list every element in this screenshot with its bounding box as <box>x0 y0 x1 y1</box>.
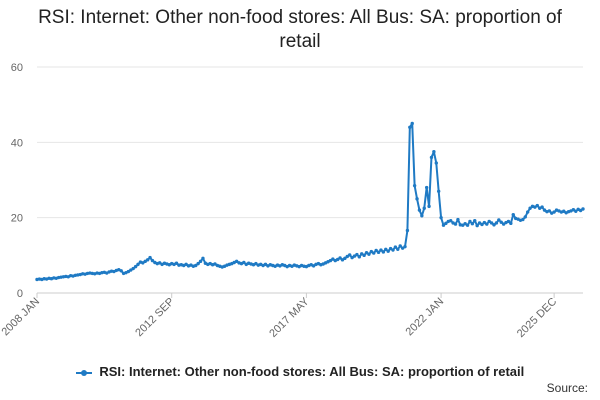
data-point[interactable] <box>535 203 539 208</box>
data-point[interactable] <box>436 189 441 193</box>
data-point[interactable] <box>408 125 412 129</box>
data-point[interactable] <box>343 256 347 261</box>
data-point[interactable] <box>196 261 200 266</box>
data-point[interactable] <box>449 218 453 223</box>
y-axis: 0 20 40 60 <box>11 62 23 300</box>
data-point[interactable] <box>424 185 429 190</box>
data-point[interactable] <box>453 222 458 226</box>
data-point[interactable] <box>489 221 494 225</box>
data-point[interactable] <box>396 247 400 252</box>
data-point[interactable] <box>417 208 422 212</box>
data-point[interactable] <box>131 266 135 271</box>
data-point[interactable] <box>393 245 398 249</box>
data-point[interactable] <box>494 221 499 225</box>
x-tick-label: 2012 SEP <box>133 296 177 340</box>
data-point[interactable] <box>145 258 150 262</box>
data-point[interactable] <box>391 248 395 252</box>
data-point[interactable] <box>410 121 414 126</box>
legend-swatch-icon <box>75 367 92 379</box>
data-point[interactable] <box>133 264 138 269</box>
data-point[interactable] <box>148 255 152 260</box>
data-point[interactable] <box>525 210 530 214</box>
data-point[interactable] <box>362 253 366 258</box>
x-axis: 2008 JAN 2012 SEP 2017 MAY 2022 JAN 2025 DEC <box>0 292 583 340</box>
y-tick-label: 20 <box>11 213 23 225</box>
data-point[interactable] <box>398 244 402 248</box>
data-point[interactable] <box>386 249 390 253</box>
data-point[interactable] <box>506 219 511 224</box>
data-point[interactable] <box>405 228 410 233</box>
data-point[interactable] <box>422 206 426 210</box>
data-point[interactable] <box>528 206 532 210</box>
data-point[interactable] <box>136 262 140 267</box>
data-point[interactable] <box>475 223 479 228</box>
data-point[interactable] <box>473 218 477 223</box>
data-point[interactable] <box>574 209 578 213</box>
data-point[interactable] <box>201 256 205 261</box>
data-point[interactable] <box>347 253 352 257</box>
data-point[interactable] <box>338 256 342 260</box>
data-point[interactable] <box>509 221 513 226</box>
data-point[interactable] <box>379 248 383 252</box>
data-point[interactable] <box>492 223 496 227</box>
data-point[interactable] <box>485 222 489 226</box>
data-point[interactable] <box>367 252 371 256</box>
data-point[interactable] <box>372 251 376 255</box>
data-point[interactable] <box>150 258 155 263</box>
series-group <box>35 121 585 282</box>
data-point[interactable] <box>547 209 552 213</box>
legend[interactable]: RSI: Internet: Other non-food stores: Al… <box>0 364 600 379</box>
data-point[interactable] <box>432 150 436 154</box>
data-point[interactable] <box>198 259 203 264</box>
data-point[interactable] <box>384 247 388 252</box>
series-line <box>36 122 584 281</box>
data-point[interactable] <box>441 223 446 227</box>
data-point[interactable] <box>174 261 179 265</box>
data-point[interactable] <box>119 269 123 273</box>
data-point[interactable] <box>357 255 362 259</box>
x-tick-label: 2017 MAY <box>267 295 312 340</box>
data-point[interactable] <box>427 204 431 209</box>
data-point[interactable] <box>420 214 424 218</box>
y-tick-label: 40 <box>11 137 23 149</box>
data-point[interactable] <box>456 217 460 222</box>
data-point[interactable] <box>511 212 515 217</box>
data-point[interactable] <box>468 219 472 224</box>
data-point[interactable] <box>439 215 443 220</box>
data-point[interactable] <box>552 210 556 214</box>
data-point[interactable] <box>381 250 386 254</box>
data-point[interactable] <box>376 250 381 255</box>
source-label: Source: <box>546 381 588 395</box>
x-tick-label: 2008 JAN <box>0 296 42 339</box>
data-point[interactable] <box>412 183 417 188</box>
data-point[interactable] <box>521 217 525 222</box>
data-point[interactable] <box>465 223 470 227</box>
data-point[interactable] <box>581 207 585 211</box>
data-point[interactable] <box>444 221 448 226</box>
data-point[interactable] <box>374 248 378 253</box>
data-point[interactable] <box>497 218 501 222</box>
gridlines <box>37 66 583 219</box>
data-point[interactable] <box>499 220 503 224</box>
data-point[interactable] <box>429 155 434 160</box>
chart-title: RSI: Internet: Other non-food stores: Al… <box>38 7 562 52</box>
data-point[interactable] <box>415 197 419 201</box>
data-point[interactable] <box>540 205 544 209</box>
legend-label: RSI: Internet: Other non-food stores: Al… <box>99 364 525 379</box>
data-point[interactable] <box>355 252 359 257</box>
data-point[interactable] <box>434 161 438 165</box>
data-point[interactable] <box>194 263 198 268</box>
data-point[interactable] <box>523 215 527 219</box>
x-tick-label: 2022 JAN <box>404 296 447 339</box>
data-point[interactable] <box>470 221 475 226</box>
data-point[interactable] <box>242 260 246 265</box>
data-point[interactable] <box>403 244 407 249</box>
y-tick-label: 60 <box>11 62 23 74</box>
y-tick-label: 0 <box>17 288 23 300</box>
x-tick-label: 2025 DEC <box>515 296 559 340</box>
data-point[interactable] <box>480 222 484 227</box>
